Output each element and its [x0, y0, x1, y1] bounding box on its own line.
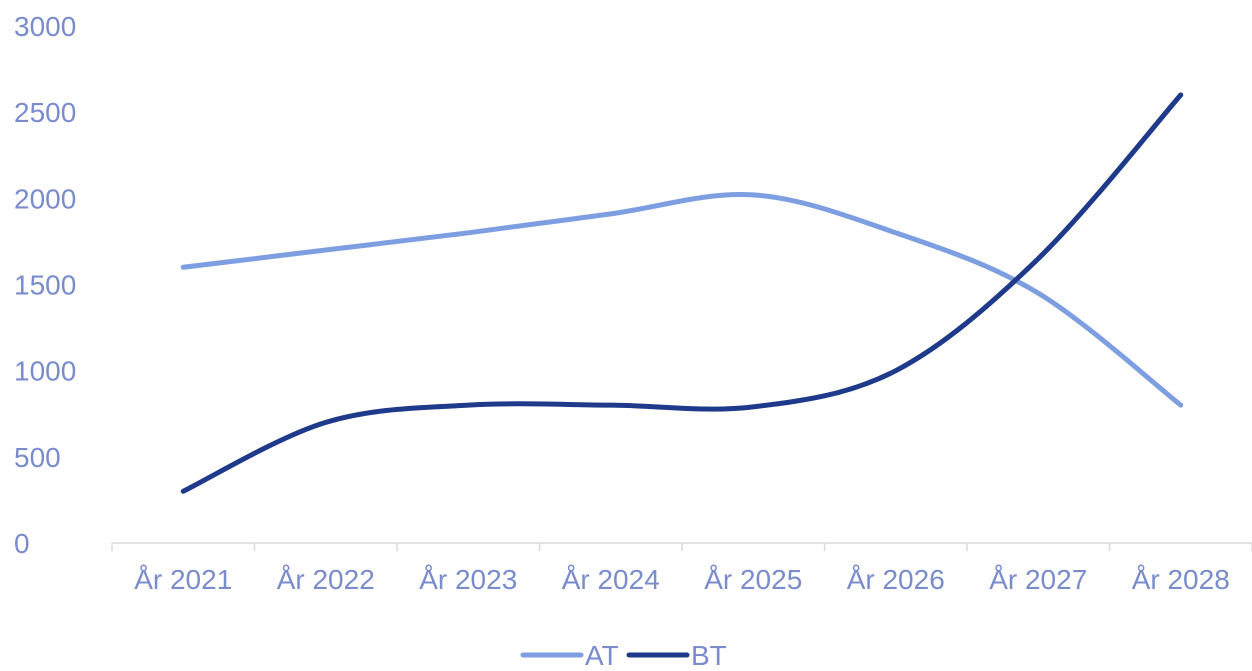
series-layer: [180, 92, 1184, 494]
y-tick-label: 3000: [14, 11, 76, 42]
legend: AT BT: [520, 640, 727, 671]
x-tick-label: År 2025: [704, 564, 802, 595]
y-tick-label: 1000: [14, 356, 76, 387]
x-tick-label: År 2026: [847, 564, 945, 595]
y-tick-label: 1500: [14, 270, 76, 301]
y-axis: 0 500 1000 1500 2000 2500 3000: [14, 11, 76, 559]
y-tick-label: 2000: [14, 183, 76, 214]
series-line-bt: [180, 92, 1184, 494]
y-tick-label: 500: [14, 442, 61, 473]
x-tick-label: År 2022: [277, 564, 375, 595]
x-tick-label: År 2028: [1132, 564, 1230, 595]
series-line-at: [180, 191, 1184, 408]
legend-label-at: AT: [585, 640, 619, 671]
x-tick-label: År 2021: [134, 564, 232, 595]
x-axis: År 2021 År 2022 År 2023 År 2024 År 2025 År 20…: [111, 542, 1252, 595]
x-tick-label: År 2024: [562, 564, 660, 595]
x-tick-label: År 2027: [989, 564, 1087, 595]
legend-label-bt: BT: [691, 640, 727, 671]
y-tick-label: 2500: [14, 97, 76, 128]
x-tick-label: År 2023: [419, 564, 517, 595]
y-tick-label: 0: [14, 528, 30, 559]
